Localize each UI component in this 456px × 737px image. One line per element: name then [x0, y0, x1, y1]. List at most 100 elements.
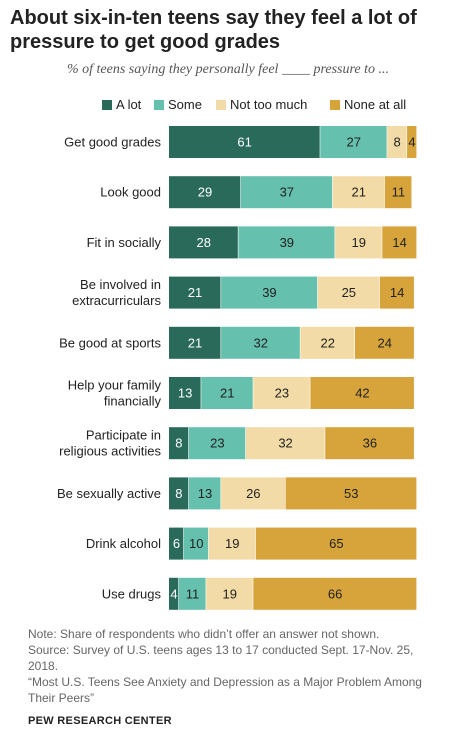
data-label-none-at-all: 24 [378, 335, 392, 350]
data-label-some: 39 [280, 235, 294, 250]
bar-row-3: Be involved in extracurriculars 21 39 25 14 [72, 276, 414, 309]
bar-row-7: Be sexually active 8 13 26 53 [57, 477, 417, 510]
legend-item-none-at-all: None at all [330, 97, 406, 112]
bar-segment-a-lot [169, 176, 241, 209]
bar-segment-none-at-all [255, 527, 417, 560]
bar-row-0: Get good grades 61 27 8 4 [64, 126, 417, 158]
bar-segment-some [178, 577, 206, 610]
data-label-not-too-much: 32 [278, 436, 292, 451]
category-label: Drink alcohol [86, 536, 161, 551]
bar-segment-none-at-all [310, 377, 414, 409]
bar-segment-not-too-much [208, 527, 256, 560]
data-label-a-lot: 28 [196, 235, 210, 250]
legend-item-some: Some [154, 97, 202, 112]
legend-swatch-not-too-much [216, 100, 226, 110]
data-label-some: 21 [220, 386, 234, 401]
data-label-not-too-much: 25 [342, 285, 356, 300]
bar-segment-a-lot [169, 427, 189, 460]
data-label-not-too-much: 22 [320, 335, 334, 350]
category-label: Fit in socially [87, 235, 162, 250]
bar-segment-a-lot [169, 577, 179, 610]
bar-row-2: Fit in socially 28 39 19 14 [87, 226, 417, 259]
bar-segment-not-too-much [335, 226, 382, 259]
data-label-a-lot: 8 [175, 486, 182, 501]
category-label: Be good at sports [59, 335, 161, 350]
data-label-some: 32 [254, 335, 268, 350]
bar-segment-a-lot [169, 326, 221, 359]
category-label: Help your family financially [68, 378, 162, 409]
category-label: Participate in religious activities [59, 428, 161, 459]
category-label: Look good [100, 185, 161, 200]
bar-segment-none-at-all [407, 126, 417, 158]
legend-label-none-at-all: None at all [344, 97, 407, 112]
bar-segment-none-at-all [325, 427, 414, 460]
bar-segment-not-too-much [221, 477, 285, 510]
note-text: Note: Share of respondents who didn’t of… [28, 627, 380, 641]
data-label-not-too-much: 19 [351, 235, 365, 250]
source-text: Source: Survey of U.S. teens ages 13 to … [28, 643, 414, 673]
bar-segment-none-at-all [253, 577, 417, 610]
bar-segment-not-too-much [206, 577, 253, 610]
category-label: Get good grades [64, 135, 161, 150]
legend-label-some: Some [168, 97, 202, 112]
data-label-a-lot: 21 [188, 285, 202, 300]
organization-label: PEW RESEARCH CENTER [28, 715, 172, 727]
category-label: Be involved in extracurriculars [72, 277, 161, 308]
data-label-some: 39 [262, 285, 276, 300]
bar-segment-some [183, 527, 209, 560]
bar-segment-not-too-much [387, 126, 407, 158]
data-label-not-too-much: 8 [394, 135, 401, 150]
bar-segment-some [221, 326, 300, 359]
bar-row-5: Help your family financially 13 21 23 42 [68, 377, 414, 409]
bar-segment-some [201, 377, 253, 409]
bar-segment-none-at-all [384, 176, 412, 209]
data-label-a-lot: 4 [170, 586, 177, 601]
bar-segment-not-too-much [253, 377, 310, 409]
bar-row-4: Be good at sports 21 32 22 24 [59, 326, 414, 359]
bar-segment-not-too-much [332, 176, 385, 209]
report-title: “Most U.S. Teens See Anxiety and Depress… [28, 675, 422, 705]
data-label-some: 13 [198, 486, 212, 501]
bar-segment-some [320, 126, 387, 158]
data-label-none-at-all: 14 [392, 235, 406, 250]
data-label-not-too-much: 19 [225, 536, 239, 551]
legend-item-a-lot: A lot [102, 97, 141, 112]
category-label: Be sexually active [57, 486, 161, 501]
bar-segment-not-too-much [245, 427, 325, 460]
bar-segment-none-at-all [379, 276, 414, 309]
data-label-none-at-all: 53 [344, 486, 358, 501]
data-label-some: 11 [186, 586, 200, 601]
data-label-none-at-all: 42 [355, 386, 369, 401]
legend-swatch-a-lot [102, 100, 112, 110]
data-label-none-at-all: 11 [392, 185, 406, 200]
data-label-none-at-all: 36 [363, 436, 377, 451]
bar-segment-none-at-all [285, 477, 417, 510]
data-label-a-lot: 29 [198, 185, 212, 200]
bar-segment-a-lot [169, 226, 238, 259]
chart-title: About six-in-ten teens say they feel a l… [10, 7, 417, 53]
data-label-not-too-much: 21 [351, 185, 365, 200]
data-label-not-too-much: 19 [223, 586, 237, 601]
legend-swatch-some [154, 100, 164, 110]
data-label-a-lot: 6 [173, 536, 180, 551]
bar-segment-a-lot [169, 276, 221, 309]
data-label-some: 37 [280, 185, 294, 200]
data-label-none-at-all: 14 [390, 285, 404, 300]
bar-segment-none-at-all [382, 226, 417, 259]
data-label-not-too-much: 26 [246, 486, 260, 501]
bar-segment-none-at-all [355, 326, 414, 359]
bar-segment-some [188, 477, 221, 510]
bar-segment-a-lot [169, 527, 184, 560]
bar-row-9: Use drugs 4 11 19 66 [102, 577, 417, 610]
data-label-a-lot: 21 [188, 335, 202, 350]
category-label: Use drugs [102, 586, 162, 601]
data-label-a-lot: 8 [175, 436, 182, 451]
data-label-a-lot: 61 [237, 135, 251, 150]
bar-row-6: Participate in religious activities 8 23 32 3… [59, 427, 414, 460]
bar-segment-some [238, 226, 335, 259]
bar-segment-a-lot [169, 477, 189, 510]
bar-segment-not-too-much [300, 326, 355, 359]
data-label-not-too-much: 23 [275, 386, 289, 401]
bar-segment-a-lot [169, 126, 320, 158]
